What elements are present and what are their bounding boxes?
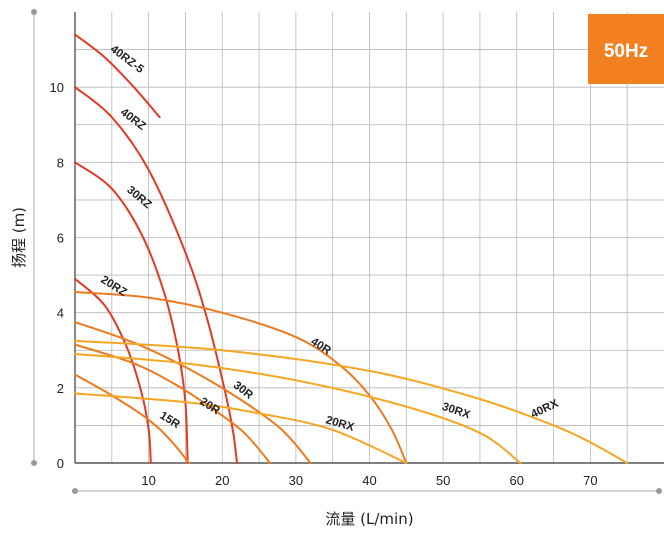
series-line-40r bbox=[74, 291, 408, 464]
x-outer-axis-dot-left bbox=[72, 488, 78, 494]
y-tick-label: 6 bbox=[57, 231, 64, 246]
x-tick-label: 40 bbox=[362, 473, 376, 488]
y-tick-label: 8 bbox=[57, 155, 64, 170]
series-label-15r: 15R bbox=[157, 410, 182, 432]
series-line-30r bbox=[74, 321, 312, 464]
series-label-20rx: 20RX bbox=[324, 414, 355, 434]
series-label-40rx: 40RX bbox=[529, 398, 560, 421]
y-outer-axis-dot-bottom bbox=[31, 460, 37, 466]
x-tick-label: 60 bbox=[510, 473, 524, 488]
series-line-20rz bbox=[74, 277, 152, 464]
series-line-15r bbox=[74, 373, 191, 464]
series-label-40rz-5: 40RZ-5 bbox=[108, 43, 146, 76]
series-line-20r bbox=[74, 343, 272, 464]
y-outer-axis-dot-top bbox=[31, 9, 37, 15]
series-label-40r: 40R bbox=[309, 336, 334, 358]
x-tick-label: 20 bbox=[215, 473, 229, 488]
series-label-20r: 20R bbox=[198, 396, 223, 418]
y-tick-label: 0 bbox=[57, 456, 64, 471]
x-axis-title: 流量 (L/min) bbox=[325, 510, 413, 528]
tick-labels: 10 20 30 40 50 60 70 0 2 4 6 8 10 bbox=[50, 80, 598, 488]
x-tick-label: 10 bbox=[141, 473, 155, 488]
series-line-40rx bbox=[74, 339, 629, 464]
x-tick-label: 70 bbox=[583, 473, 597, 488]
series-label-30rz: 30RZ bbox=[124, 184, 153, 211]
x-outer-axis-dot-right bbox=[656, 488, 662, 494]
y-axis-title: 扬程 (m) bbox=[10, 207, 28, 268]
frequency-badge-box bbox=[588, 14, 664, 84]
series-label-30r: 30R bbox=[231, 379, 256, 402]
series bbox=[74, 33, 629, 464]
x-tick-label: 50 bbox=[436, 473, 450, 488]
series-line-40rz bbox=[74, 86, 238, 464]
y-tick-label: 2 bbox=[57, 381, 64, 396]
y-tick-label: 10 bbox=[50, 80, 64, 95]
series-line-30rx bbox=[74, 353, 522, 464]
y-tick-label: 4 bbox=[57, 306, 64, 321]
series-line-20rx bbox=[74, 392, 408, 464]
frequency-badge-label: 50Hz bbox=[604, 41, 648, 62]
frequency-badge: 50Hz bbox=[588, 14, 664, 84]
grid bbox=[75, 12, 664, 463]
x-tick-label: 30 bbox=[289, 473, 303, 488]
series-line-40rz-5 bbox=[74, 33, 161, 119]
